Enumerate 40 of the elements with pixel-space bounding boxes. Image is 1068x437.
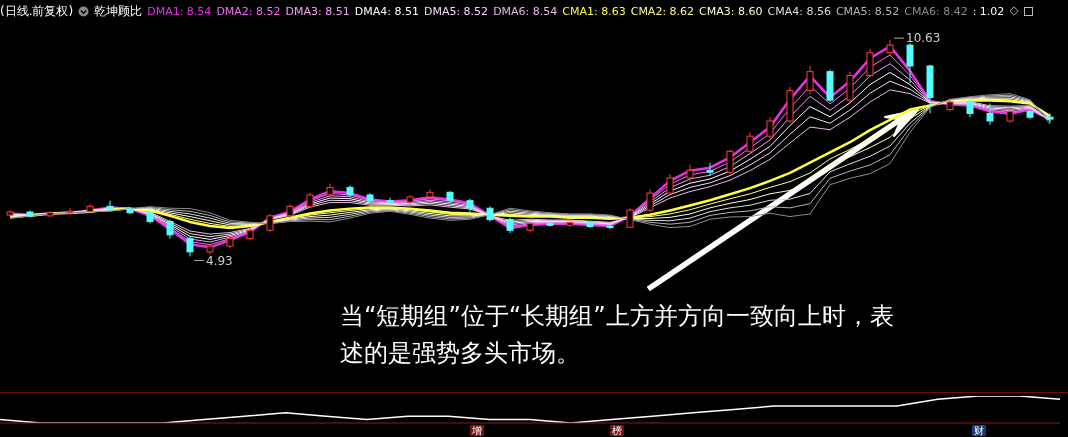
chart-subtitle: 乾坤顾比 xyxy=(94,2,143,20)
candlestick xyxy=(666,173,674,196)
chart-title: (日线.前复权) xyxy=(0,2,74,20)
candlestick xyxy=(646,188,654,213)
candlestick xyxy=(106,200,114,211)
text: : 1.02 xyxy=(972,4,1005,18)
candlestick xyxy=(66,207,74,216)
candlestick xyxy=(806,65,814,95)
annotation: 4.93 xyxy=(206,254,233,269)
text: 增 xyxy=(470,425,484,436)
text: CMA2: 8.62 xyxy=(630,4,695,18)
text: 榜 xyxy=(610,425,624,436)
text: CMA4: 8.56 xyxy=(767,4,831,18)
text: DMA6: 8.54 xyxy=(493,4,558,18)
text: CMA5: 8.52 xyxy=(835,4,900,18)
annotation: 10.63 xyxy=(906,31,941,46)
text: CMA6: 8.42 xyxy=(904,4,968,18)
text: DMA3: 8.51 xyxy=(285,4,350,18)
text: 当“短期组”位于“长期组”上方并方向一致向上时，表述的是强势多头市场。 xyxy=(340,301,895,369)
candlestick xyxy=(166,219,174,240)
text: DMA4: 8.51 xyxy=(354,4,419,18)
candlestick xyxy=(746,131,754,154)
text: 财 xyxy=(972,425,986,436)
candlestick xyxy=(186,236,194,257)
candlestick xyxy=(906,42,914,84)
candlestick xyxy=(866,48,874,78)
candlestick xyxy=(986,103,994,126)
candlestick xyxy=(606,223,614,230)
candlestick xyxy=(1046,112,1054,124)
candlestick xyxy=(546,219,554,227)
text: DMA1: 8.54 xyxy=(147,4,212,18)
candlestick xyxy=(686,164,694,183)
candlestick xyxy=(726,148,734,175)
text: CMA1: 8.63 xyxy=(562,4,626,18)
candlestick xyxy=(766,116,774,139)
text: DMA5: 8.52 xyxy=(423,4,489,18)
text: DMA2: 8.52 xyxy=(216,4,281,18)
text: CMA3: 8.60 xyxy=(699,4,763,18)
candlestick xyxy=(626,207,634,229)
candlestick xyxy=(706,162,714,177)
